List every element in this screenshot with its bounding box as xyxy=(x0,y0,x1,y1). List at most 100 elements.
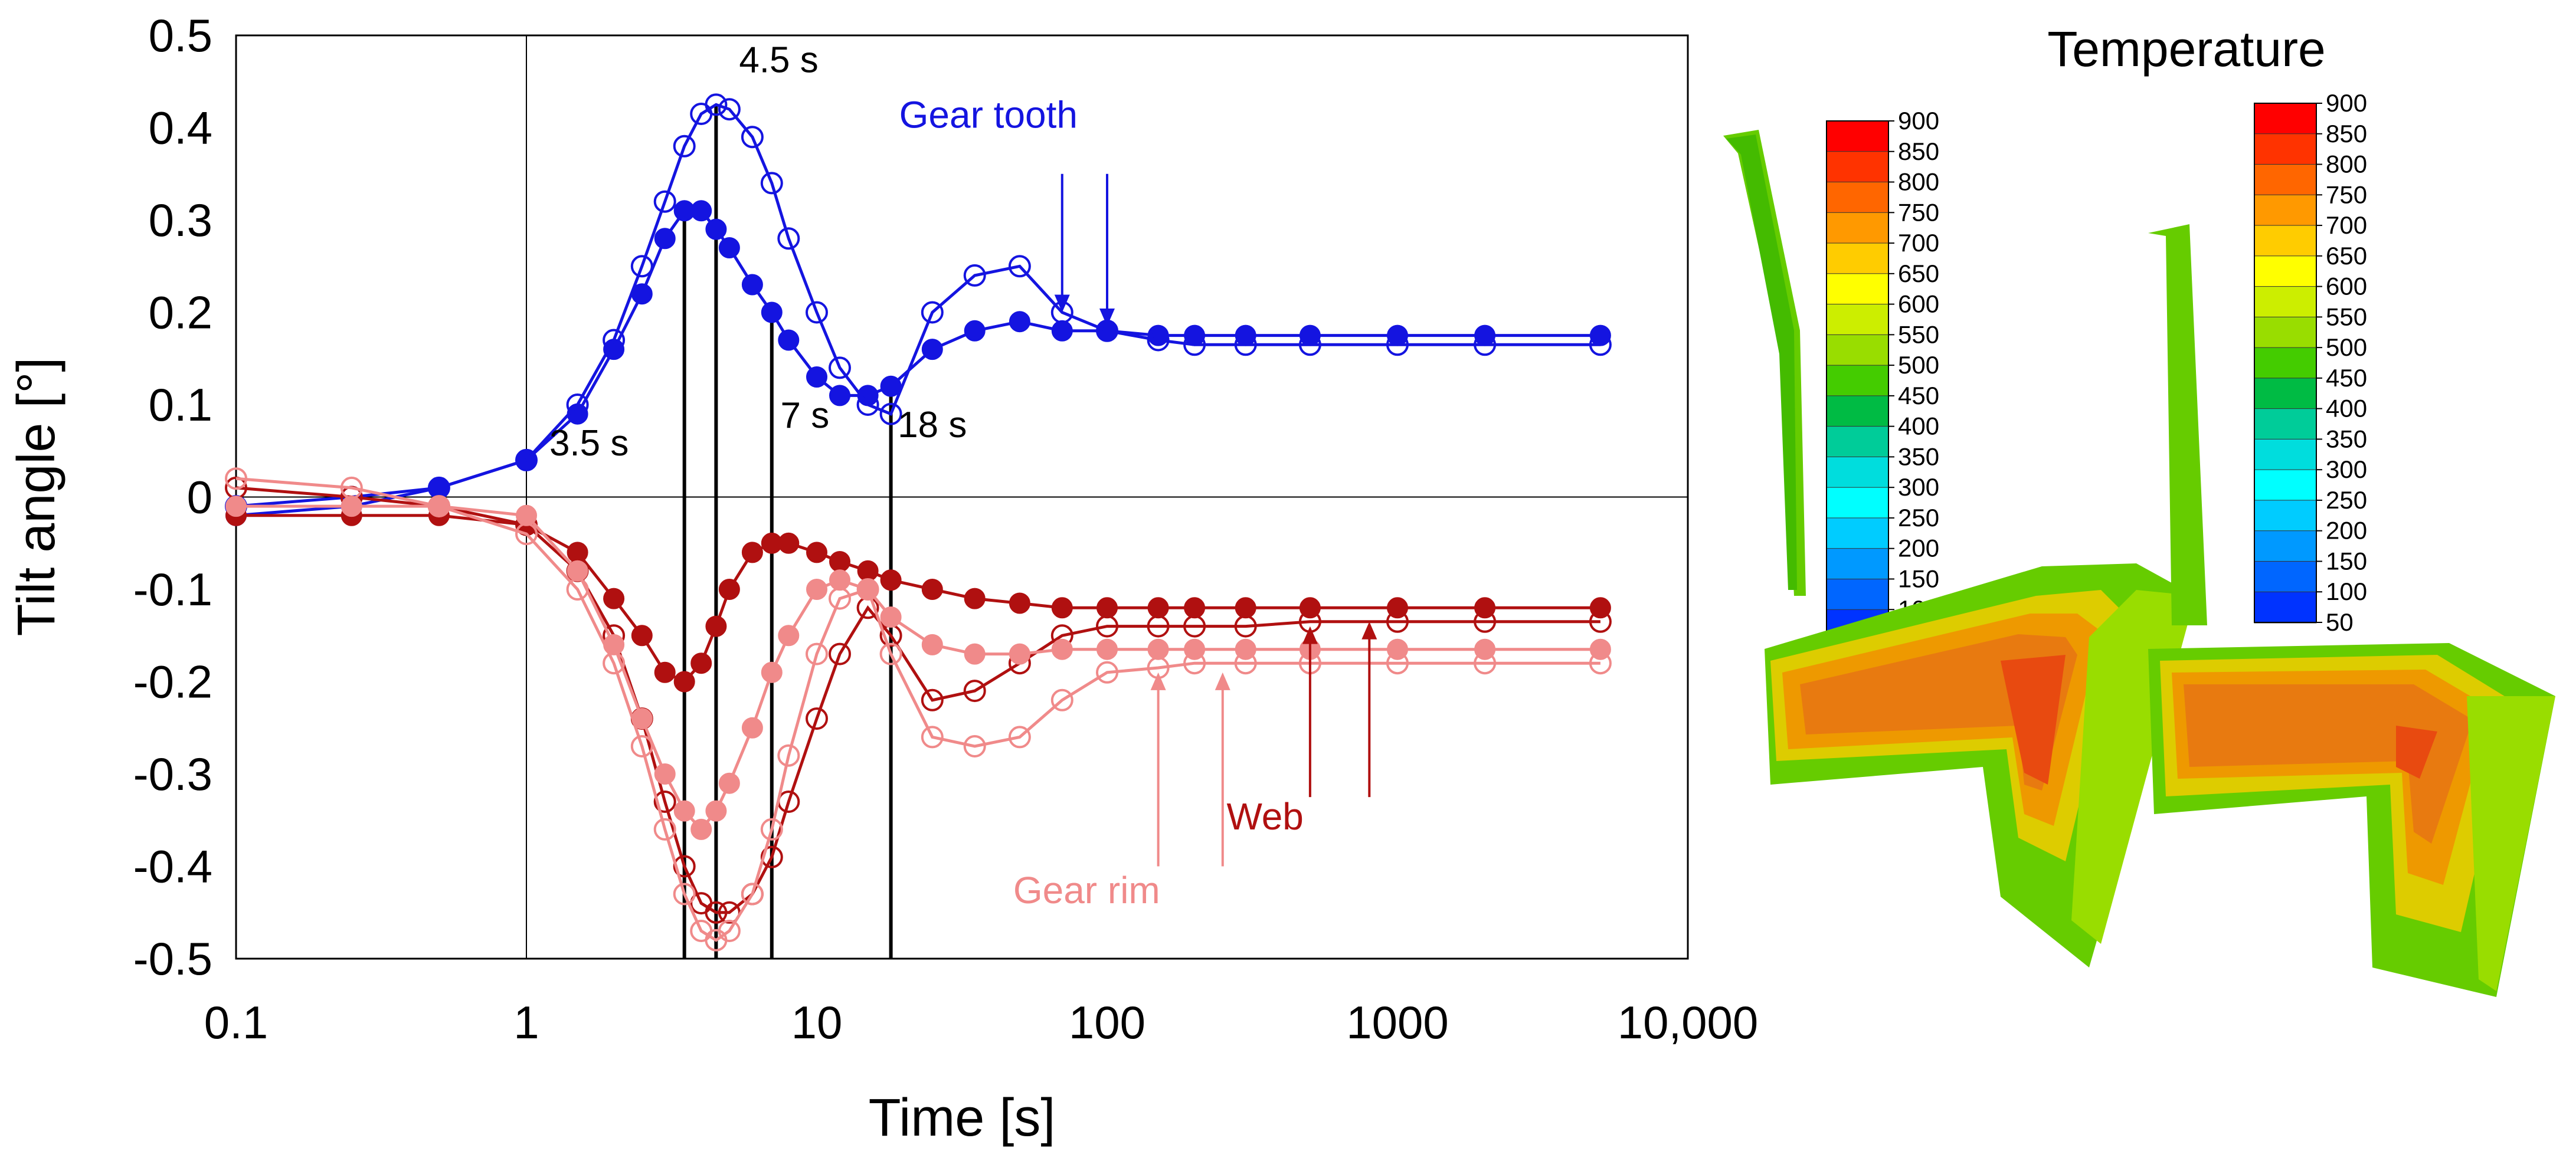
data-point xyxy=(880,606,902,628)
series-web-open xyxy=(225,476,1612,924)
time-annotation: 4.5 s xyxy=(739,40,818,81)
data-point xyxy=(806,579,827,600)
colorbar-swatch xyxy=(2254,316,2317,349)
data-point xyxy=(806,642,828,665)
colorbar-swatch xyxy=(1826,548,1889,580)
colorbar-label: 250 xyxy=(2326,486,2367,514)
y-tick-label: -0.1 xyxy=(133,563,212,615)
label-arrow-head xyxy=(1099,308,1115,326)
data-point xyxy=(806,366,827,388)
data-point xyxy=(921,688,944,711)
data-point xyxy=(567,542,588,563)
y-tick-label: -0.3 xyxy=(133,748,212,800)
series-line xyxy=(235,477,1600,942)
colorbar-label: 800 xyxy=(1898,168,1939,196)
data-point xyxy=(879,402,902,425)
data-point xyxy=(653,818,676,841)
x-tick-label: 10 xyxy=(791,996,843,1048)
data-point xyxy=(760,172,783,195)
data-point xyxy=(705,901,728,924)
data-point xyxy=(1184,597,1206,619)
colorbar-label: 750 xyxy=(2326,181,2367,208)
data-point xyxy=(427,476,450,499)
data-point xyxy=(921,579,943,600)
colorbar-label: 600 xyxy=(2326,273,2367,300)
data-point xyxy=(566,393,589,416)
series-line xyxy=(235,486,1600,914)
colorbar-label: 900 xyxy=(2326,89,2367,117)
gear-section-right-image xyxy=(2148,224,2555,997)
data-point xyxy=(741,717,763,739)
colorbar-label: 200 xyxy=(1898,534,1939,562)
data-point xyxy=(718,237,740,258)
series-web-filled xyxy=(225,504,1611,693)
colorbar-swatch xyxy=(1826,212,1889,244)
data-point xyxy=(630,255,653,278)
data-point xyxy=(690,818,712,840)
y-tick-label: 0.1 xyxy=(149,379,212,431)
data-point xyxy=(515,523,538,546)
data-point xyxy=(515,448,538,471)
data-point xyxy=(718,579,740,600)
data-point xyxy=(1234,652,1257,675)
data-point xyxy=(718,920,741,942)
data-point xyxy=(857,560,879,582)
data-point xyxy=(705,615,727,637)
data-point xyxy=(630,735,653,757)
colorbar-label: 550 xyxy=(2326,303,2367,330)
data-point xyxy=(806,301,828,324)
x-tick-label: 1000 xyxy=(1346,996,1449,1048)
data-point xyxy=(225,496,247,517)
data-point xyxy=(829,356,851,379)
data-point xyxy=(964,320,986,342)
colorbar-swatch xyxy=(2254,591,2317,624)
data-point xyxy=(741,126,764,149)
series-gear_rim-open xyxy=(225,467,1612,952)
data-point xyxy=(705,218,727,240)
data-point xyxy=(1386,610,1409,633)
data-point xyxy=(1386,652,1409,675)
colorbar-label: 300 xyxy=(2326,455,2367,483)
y-tick-label: 0.5 xyxy=(149,9,212,61)
colorbar-swatch xyxy=(2254,347,2317,379)
series-line xyxy=(235,103,1600,508)
colorbar-right: 900 850 800 750 700 650 600 550 500 450 400 350 300 2… xyxy=(2254,89,2367,636)
colorbar-label: 200 xyxy=(2326,517,2367,545)
data-point xyxy=(340,476,363,499)
data-point xyxy=(1234,615,1257,638)
colorbar-label: 850 xyxy=(2326,120,2367,147)
colorbar-swatch xyxy=(1826,304,1889,336)
data-point xyxy=(427,495,450,518)
colorbar-swatch xyxy=(2254,194,2317,227)
data-point xyxy=(1147,329,1170,352)
colorbar-swatch xyxy=(2254,438,2317,471)
data-point xyxy=(829,587,851,610)
colorbar-swatch xyxy=(2254,378,2317,410)
data-point xyxy=(1589,333,1612,356)
data-point xyxy=(1096,638,1118,660)
colorbar-swatch xyxy=(1826,242,1889,275)
data-point xyxy=(879,642,902,665)
data-point xyxy=(1589,610,1612,633)
time-annotation: 7 s xyxy=(781,395,830,436)
data-point xyxy=(741,274,763,296)
data-point xyxy=(806,707,828,730)
grid-lines xyxy=(236,35,1688,959)
data-point xyxy=(777,791,800,813)
series-gear_rim-filled xyxy=(225,496,1611,840)
colorbar-label: 650 xyxy=(1898,260,1939,287)
data-point xyxy=(1386,333,1409,356)
data-point xyxy=(741,883,764,906)
x-tick-label: 1 xyxy=(513,996,539,1048)
data-point xyxy=(777,227,800,250)
data-point xyxy=(690,652,712,674)
data-point xyxy=(1147,638,1169,660)
data-point xyxy=(963,680,986,703)
data-point xyxy=(516,504,537,526)
series-gear_tooth-open xyxy=(225,93,1612,518)
series-group xyxy=(225,93,1612,952)
data-point xyxy=(761,661,783,683)
data-point xyxy=(566,578,589,601)
data-point xyxy=(673,855,696,878)
colorbar-label: 850 xyxy=(1898,137,1939,165)
